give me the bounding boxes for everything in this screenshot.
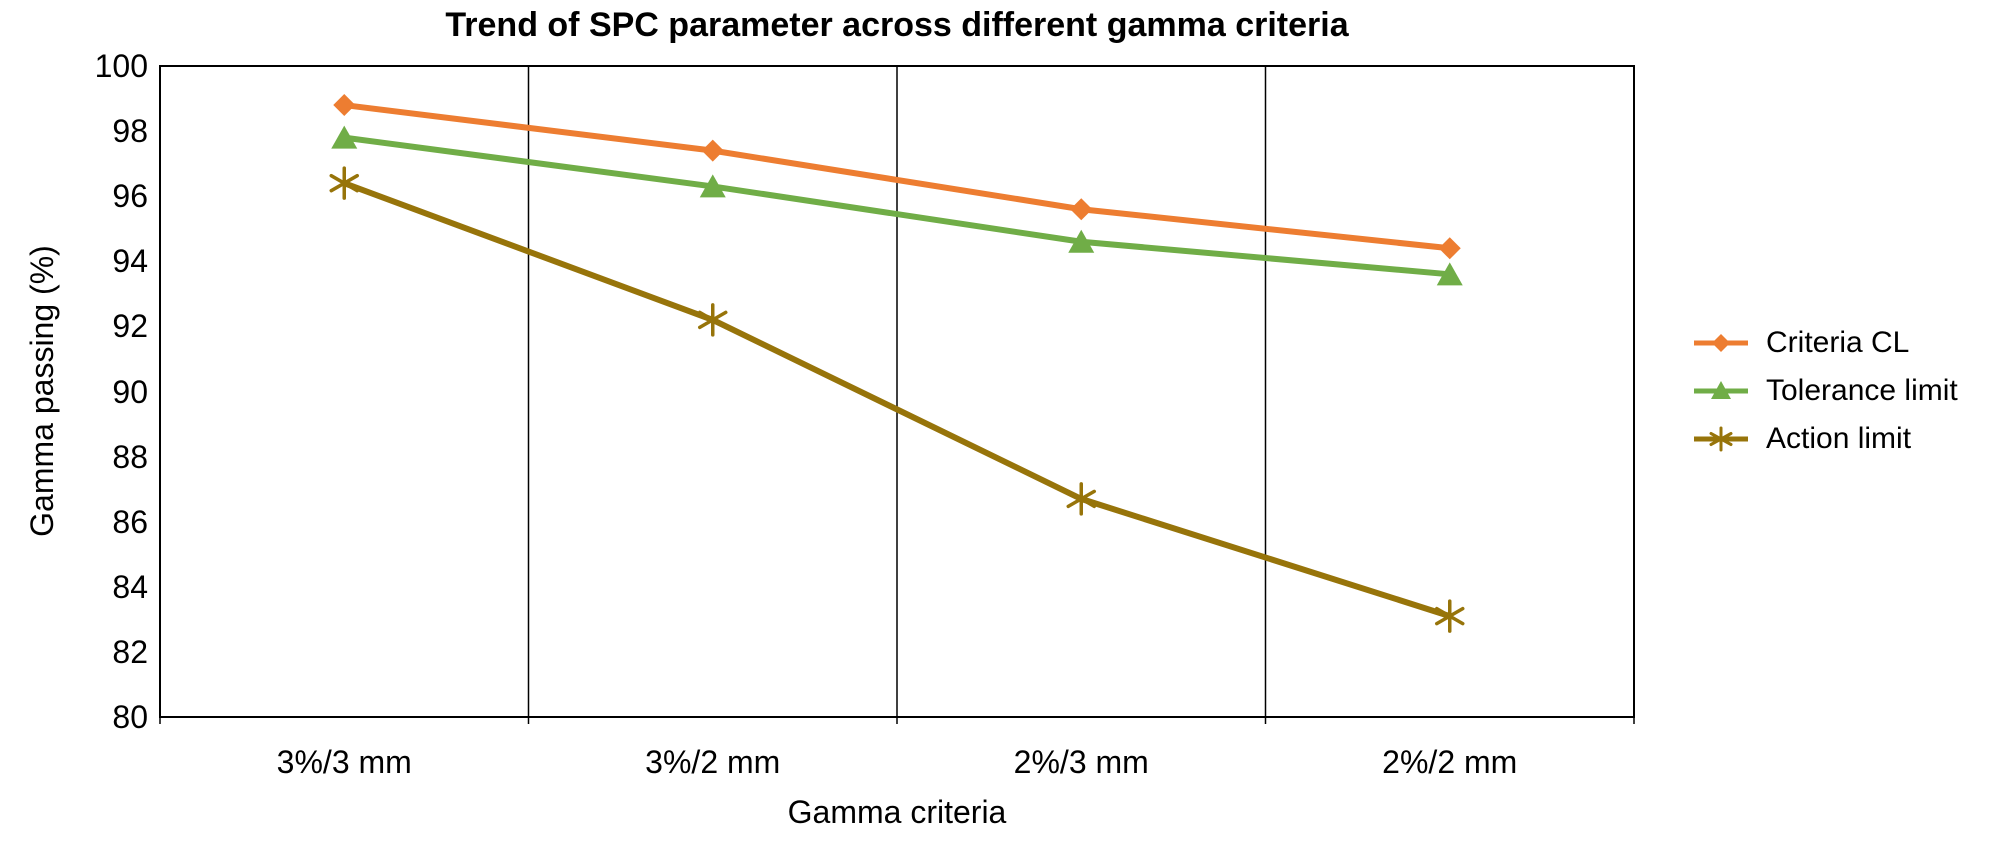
legend-label: Tolerance limit: [1766, 374, 1958, 407]
y-tick-label: 94: [112, 243, 148, 280]
y-tick-label: 100: [94, 48, 148, 84]
data-point-marker-diamond: [701, 139, 724, 162]
y-tick-label: 92: [112, 308, 148, 345]
chart-title: Trend of SPC parameter across different …: [445, 6, 1349, 44]
x-axis-title: Gamma criteria: [787, 794, 1007, 830]
legend-marker-asterisk-icon: [1694, 426, 1748, 452]
legend-marker-triangle-icon: [1694, 381, 1748, 399]
series-line-tolerance-limit: [341, 134, 1453, 278]
legend-item: Criteria CL: [1692, 319, 1958, 367]
y-tick-label: 98: [112, 113, 148, 150]
x-tick-label: 2%/3 mm: [1013, 744, 1149, 780]
series-line-criteria-cl: [341, 102, 1453, 252]
y-tick-label: 96: [112, 178, 148, 215]
y-tick-label: 84: [112, 568, 148, 605]
data-point-marker-triangle: [699, 174, 726, 198]
legend-item: Tolerance limit: [1692, 367, 1958, 415]
data-point-marker-diamond: [333, 94, 356, 117]
y-tick-label: 86: [112, 503, 148, 540]
x-tick-label: 2%/2 mm: [1382, 744, 1518, 780]
data-point-marker-asterisk: [698, 310, 728, 330]
legend-label: Criteria CL: [1766, 326, 1910, 359]
data-point-marker-asterisk: [329, 173, 359, 193]
data-point-marker-asterisk: [1435, 606, 1465, 626]
legend-marker-diamond-icon: [1694, 334, 1748, 352]
y-tick-label: 80: [112, 699, 148, 735]
y-tick-label: 82: [112, 633, 148, 670]
x-tick-label: 3%/2 mm: [645, 744, 781, 780]
data-point-marker-triangle: [331, 125, 358, 149]
legend-item: Action limit: [1692, 415, 1958, 463]
legend: Criteria CL Tolerance limit Action limit: [1692, 319, 1958, 463]
data-point-marker-triangle: [1436, 262, 1463, 286]
y-tick-label: 90: [112, 373, 148, 410]
data-point-marker-diamond: [1438, 237, 1461, 260]
x-tick-label: 3%/3 mm: [276, 744, 412, 780]
y-tick-label: 88: [112, 438, 148, 475]
series-line-action-limit: [341, 180, 1453, 620]
data-point-marker-asterisk: [1066, 489, 1096, 509]
data-point-marker-triangle: [1068, 229, 1095, 253]
data-point-marker-diamond: [1070, 198, 1093, 221]
legend-label: Action limit: [1766, 422, 1912, 455]
